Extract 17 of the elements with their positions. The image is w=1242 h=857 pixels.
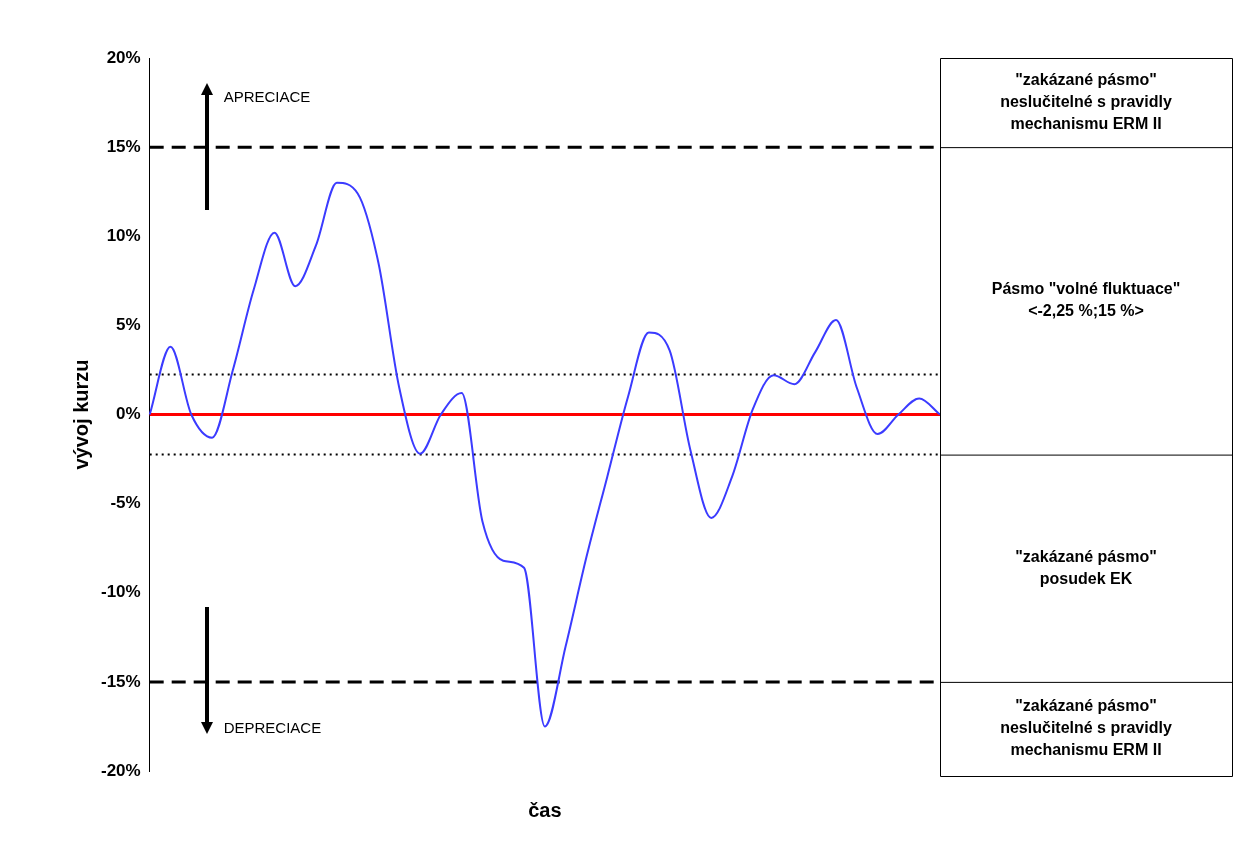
y-tick-label: -10%: [101, 582, 141, 602]
y-tick-label: -5%: [110, 493, 141, 513]
y-axis-title: vývoj kurzu: [69, 359, 92, 470]
x-axis-title: čas: [528, 798, 562, 821]
y-tick-label: -15%: [101, 671, 141, 691]
y-tick-label: 15%: [106, 136, 141, 156]
y-tick-label: 0%: [116, 404, 141, 424]
annotation: DEPRECIACE: [223, 719, 322, 737]
text: "zakázané pásmo" neslučitelné s pravidly mechanismu ERM II: [1000, 697, 1172, 759]
y-tick-label: 5%: [116, 315, 141, 335]
annotation: APRECIACE: [223, 88, 311, 106]
y-tick-label: 10%: [106, 225, 141, 245]
text: Pásmo "volné fluktuace" <-2,25 %;15 %>: [991, 280, 1181, 320]
text: "zakázané pásmo" neslučitelné s pravidly mechanismu ERM II: [1000, 70, 1172, 132]
y-tick-label: 20%: [106, 47, 141, 67]
text: "zakázané pásmo" posudek EK: [1015, 547, 1157, 587]
y-tick-label: -20%: [101, 760, 141, 780]
